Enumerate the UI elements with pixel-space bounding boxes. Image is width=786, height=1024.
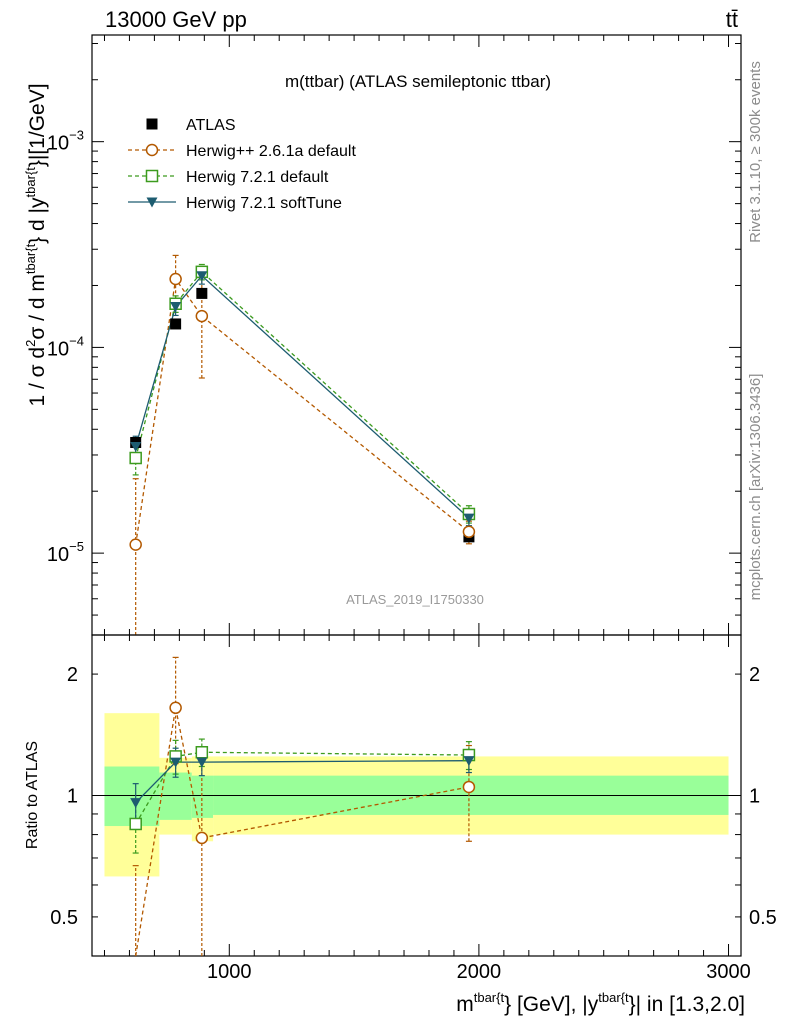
marker-softtune <box>170 757 182 768</box>
x-tick-label: 3000 <box>706 961 751 983</box>
legend: ATLAS Herwig++ 2.6.1a default Herwig 7.2.1… <box>128 117 356 212</box>
xlabel-sup: tbar{t <box>598 990 629 1005</box>
marker-herwig721 <box>195 746 209 759</box>
xlabel-part: m <box>456 993 474 1016</box>
marker-softtune <box>463 513 475 524</box>
legend-marker-herwigpp <box>145 143 159 157</box>
y-tick-label-left: 0.5 <box>50 907 78 929</box>
ylabel-part: σ / d m <box>26 274 49 339</box>
main-markers <box>129 265 476 551</box>
band-inner <box>104 766 160 827</box>
y-tick-base: 10 <box>47 133 69 155</box>
analysis-watermark: ATLAS_2019_I1750330 <box>346 592 484 607</box>
marker-herwigpp <box>195 309 209 323</box>
x-tick-label: 2000 <box>457 961 502 983</box>
ylabel-part: } d |y <box>26 197 49 244</box>
y-tick-label: 10−4 <box>47 333 84 360</box>
legend-marker-softtune <box>146 197 158 208</box>
ylabel-sup: tbar{t <box>23 167 38 198</box>
ylabel-sup: 2 <box>23 340 38 347</box>
legend-label-softtune: Herwig 7.2.1 softTune <box>186 195 342 212</box>
y-tick-exp: −4 <box>69 333 84 348</box>
band-inner <box>159 772 192 820</box>
marker-herwig721 <box>129 451 142 465</box>
y-tick-label-right: 1 <box>749 786 760 808</box>
series-line-herwigpp <box>135 707 470 957</box>
y-tick-label-left: 2 <box>67 664 78 686</box>
marker-atlas <box>170 318 182 330</box>
y-tick-base: 10 <box>47 544 69 566</box>
marker-atlas <box>196 287 208 299</box>
main-axis-ticks <box>92 35 741 636</box>
xlabel-sup: tbar{t <box>474 990 505 1005</box>
rivet-label: Rivet 3.1.10, ≥ 300k events <box>747 61 764 243</box>
ratio-uncertainty-bands <box>92 713 741 877</box>
main-y-tick-labels: 10−510−410−3 <box>47 128 84 566</box>
plot-title: m(ttbar) (ATLAS semileptonic ttbar) <box>285 72 551 91</box>
xlabel-part: } [GeV], |y <box>504 993 599 1016</box>
ylabel-sup: tbar{t <box>23 243 38 274</box>
marker-softtune <box>196 271 208 282</box>
marker-softtune <box>463 756 475 767</box>
legend-label-atlas: ATLAS <box>186 117 236 134</box>
legend-marker-herwig721 <box>145 169 159 183</box>
legend-label-herwigpp: Herwig++ 2.6.1a default <box>186 143 356 160</box>
y-tick-label-left: 1 <box>67 786 78 808</box>
y-tick-exp: −3 <box>69 128 84 143</box>
y-tick-label-right: 2 <box>749 664 760 686</box>
ratio-y-tick-labels: 0.5 0.5 1 1 2 2 <box>50 664 777 929</box>
marker-herwigpp <box>129 538 142 551</box>
band-inner <box>191 775 214 818</box>
series-line-herwig721 <box>135 270 470 515</box>
y-tick-label-right: 0.5 <box>749 907 777 929</box>
legend-label-herwig721: Herwig 7.2.1 default <box>186 169 329 186</box>
y-tick-label: 10−3 <box>47 128 84 155</box>
ratio-series-lines <box>135 707 470 957</box>
marker-herwigpp <box>169 701 182 715</box>
x-axis-label: mtbar{t} [GeV], |ytbar{t}| in [1.3,2.0] <box>456 990 745 1016</box>
legend-marker-atlas <box>146 118 158 130</box>
series-line-softtune <box>135 274 470 519</box>
y-tick-base: 10 <box>47 338 69 360</box>
marker-softtune <box>130 441 142 452</box>
ylabel-part: 1 / σ d <box>26 347 49 407</box>
series-line-herwig721 <box>135 751 469 825</box>
marker-herwigpp <box>462 780 476 794</box>
main-series-lines <box>135 270 470 545</box>
series-line-softtune <box>135 760 469 804</box>
y-axis-label-main: 1 / σ d2σ / d mtbar{t} d |ytbar{t}|[1/Ge… <box>23 83 49 406</box>
y-axis-label-ratio: Ratio to ATLAS <box>24 741 41 849</box>
series-line-herwigpp <box>135 277 470 545</box>
marker-herwig721 <box>129 817 142 831</box>
main-error-bars <box>132 254 472 635</box>
marker-herwigpp <box>462 525 476 539</box>
marker-softtune <box>130 798 142 809</box>
ratio-markers <box>129 701 476 845</box>
ratio-axis-ticks <box>92 635 741 957</box>
x-tick-label: 1000 <box>207 961 252 983</box>
header-right: tt̄ <box>726 7 738 32</box>
header-left: 13000 GeV pp <box>105 7 247 32</box>
marker-softtune <box>170 302 182 313</box>
marker-softtune <box>196 757 208 768</box>
y-tick-label: 10−5 <box>47 539 84 566</box>
xlabel-part: }| in [1.3,2.0] <box>629 993 745 1016</box>
x-tick-labels: 1000 2000 3000 <box>207 961 751 983</box>
ylabel-part: }|[1/GeV] <box>26 83 49 167</box>
mcplots-label: mcplots.cern.ch [arXiv:1306.3436] <box>747 374 764 601</box>
marker-herwigpp <box>169 272 182 286</box>
marker-herwigpp <box>195 831 209 845</box>
y-tick-exp: −5 <box>69 539 84 554</box>
